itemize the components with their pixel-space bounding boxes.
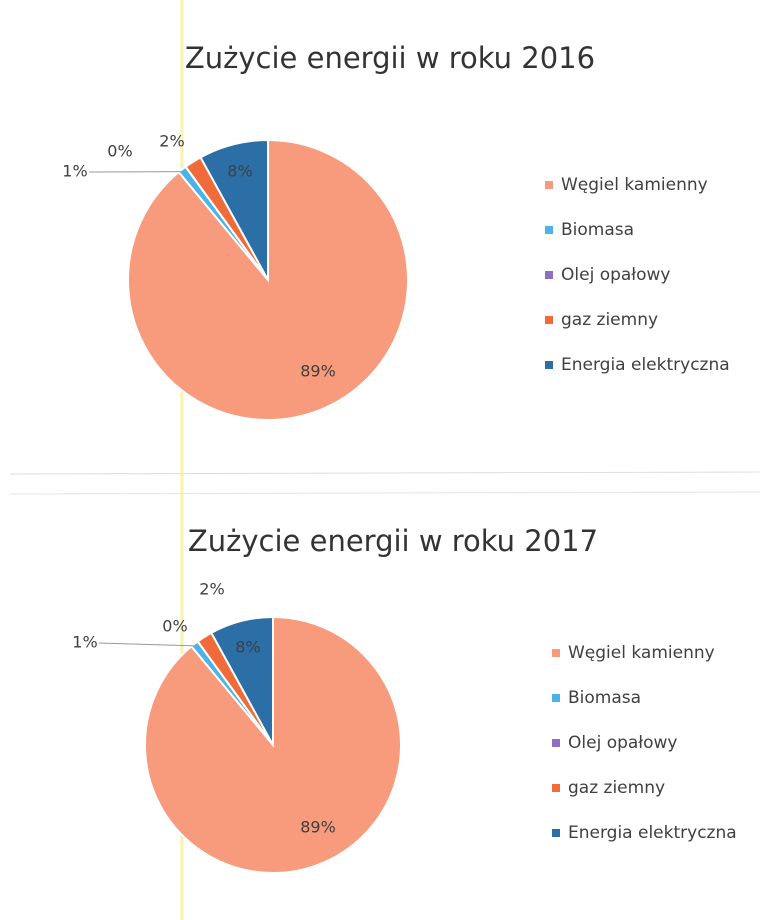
pie-slice <box>199 138 269 281</box>
data-label: 0% <box>162 617 187 636</box>
legend-swatch <box>552 649 560 657</box>
legend-label: Węgiel kamienny <box>568 643 715 663</box>
legend-label: gaz ziemny <box>561 310 658 330</box>
leader-line <box>98 642 197 647</box>
data-label: 8% <box>235 638 260 657</box>
legend-label: Biomasa <box>561 220 634 240</box>
legend-swatch <box>545 181 553 189</box>
legend-label: Energia elektryczna <box>568 823 737 843</box>
legend-swatch <box>552 739 560 747</box>
data-label: 1% <box>62 162 87 181</box>
legend-swatch <box>545 316 553 324</box>
data-label: 2% <box>159 132 184 151</box>
legend-label: Biomasa <box>568 688 641 708</box>
legend-label: Olej opałowy <box>561 265 671 285</box>
legend-label: Olej opałowy <box>568 733 678 753</box>
legend-label: Węgiel kamienny <box>561 175 708 195</box>
legend-label: Energia elektryczna <box>561 355 730 375</box>
legend-swatch <box>545 226 553 234</box>
legend-swatch <box>552 784 560 792</box>
legend-swatch <box>545 271 553 279</box>
legend-swatch <box>552 829 560 837</box>
pie-slice <box>209 615 274 746</box>
divider <box>9 471 761 475</box>
legend-swatch <box>552 694 560 702</box>
data-label: 89% <box>300 362 336 381</box>
data-label: 2% <box>199 580 224 599</box>
legend-swatch <box>545 361 553 369</box>
divider <box>9 491 761 495</box>
data-label: 89% <box>300 818 336 837</box>
legend-label: gaz ziemny <box>568 778 665 798</box>
chart-title: Zużycie energii w roku 2016 <box>185 41 595 75</box>
data-label: 8% <box>227 162 252 181</box>
data-label: 1% <box>72 633 97 652</box>
chart-title: Zużycie energii w roku 2017 <box>188 524 598 558</box>
data-label: 0% <box>107 142 132 161</box>
